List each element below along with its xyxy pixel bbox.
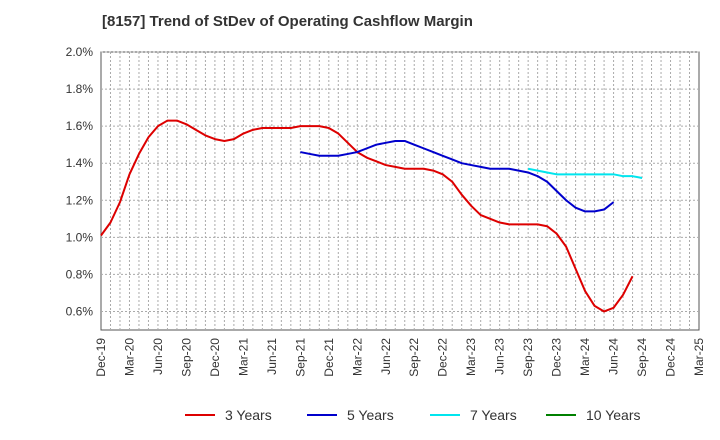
legend-label: 5 Years (347, 407, 394, 423)
x-tick-label: Dec-19 (94, 338, 108, 377)
x-tick-label: Sep-24 (635, 338, 649, 377)
x-tick-label: Dec-21 (322, 338, 336, 377)
y-tick-label: 0.8% (66, 267, 94, 281)
series-line-7-years (527, 167, 643, 180)
series-layer (100, 119, 643, 313)
x-tick-label: Dec-22 (436, 338, 450, 377)
x-tick-label: Sep-20 (179, 338, 193, 377)
x-tick-label: Mar-24 (578, 338, 592, 376)
x-tick-label: Sep-23 (521, 338, 535, 377)
x-tick-label: Jun-21 (265, 338, 279, 375)
y-tick-label: 1.4% (66, 156, 94, 170)
plot-area (100, 51, 700, 331)
y-tick-label: 1.8% (66, 82, 94, 96)
legend-label: 3 Years (225, 407, 272, 423)
x-tick-label: Mar-20 (122, 338, 136, 376)
legend-label: 10 Years (586, 407, 641, 423)
y-tick-label: 0.6% (66, 304, 94, 318)
legend: 3 Years 5 Years 7 Years 10 Years (185, 407, 641, 423)
x-tick-label: Sep-22 (407, 338, 421, 377)
series-line-5-years (300, 139, 615, 213)
x-tick-label: Mar-23 (464, 338, 478, 376)
x-tick-label: Mar-21 (236, 338, 250, 376)
x-tick-label: Jun-23 (493, 338, 507, 375)
x-tick-label: Dec-20 (208, 338, 222, 377)
x-tick-label: Jun-22 (379, 338, 393, 375)
x-tick-label: Mar-22 (350, 338, 364, 376)
series-line-3-years (100, 119, 634, 313)
y-tick-label: 1.2% (66, 193, 94, 207)
chart-title: [8157] Trend of StDev of Operating Cashf… (102, 13, 473, 30)
x-tick-label: Jun-24 (607, 338, 621, 375)
y-tick-label: 1.0% (66, 230, 94, 244)
x-tick-label: Sep-21 (293, 338, 307, 377)
x-tick-label: Dec-24 (664, 338, 678, 377)
x-tick-label: Dec-23 (550, 338, 564, 377)
axis-layer: 0.6% 0.8% 1.0% 1.2% 1.4% 1.6% 1.8% 2.0% Dec-19 Ma… (66, 45, 706, 377)
x-tick-label: Mar-25 (692, 338, 706, 376)
y-tick-label: 1.6% (66, 119, 94, 133)
legend-label: 7 Years (470, 407, 517, 423)
x-tick-label: Jun-20 (151, 338, 165, 375)
y-tick-label: 2.0% (66, 45, 94, 59)
